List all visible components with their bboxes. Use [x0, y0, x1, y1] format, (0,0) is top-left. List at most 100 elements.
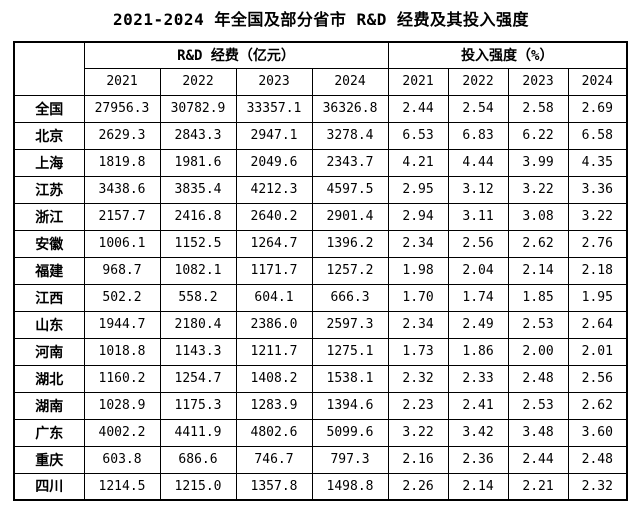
value-cell: 3.22: [387, 418, 449, 447]
value-cell: 2049.6: [235, 148, 313, 177]
value-cell: 2.54: [447, 94, 509, 123]
value-cell: 2.21: [507, 472, 569, 501]
value-cell: 1160.2: [83, 364, 161, 393]
value-cell: 2.56: [567, 364, 628, 393]
value-cell: 2.44: [387, 94, 449, 123]
table-row: 广东 4002.2 4411.9 4802.6 5099.6 3.22 3.42 3.48 3.…: [13, 418, 628, 447]
group-header-row: R&D 经费（亿元） 投入强度（%）: [13, 41, 628, 96]
value-cell: 1.95: [567, 283, 628, 312]
value-cell: 2.41: [447, 391, 509, 420]
value-cell: 3.36: [567, 175, 628, 204]
value-cell: 1819.8: [83, 148, 161, 177]
year-header: 2021: [387, 67, 449, 96]
value-cell: 4212.3: [235, 175, 313, 204]
value-cell: 2416.8: [159, 202, 237, 231]
value-cell: 2.53: [507, 391, 569, 420]
year-header-row: 2021 2022 2023 2024 2021 2022 2023 2024: [14, 67, 628, 96]
year-header: 2024: [311, 67, 389, 96]
value-cell: 3.08: [507, 202, 569, 231]
value-cell: 2.62: [567, 391, 628, 420]
table-row: 上海 1819.8 1981.6 2049.6 2343.7 4.21 4.44 3.99 4.…: [13, 148, 628, 177]
region-cell: 北京: [13, 121, 85, 150]
value-cell: 3.11: [447, 202, 509, 231]
region-cell: 广东: [13, 418, 85, 447]
value-cell: 1214.5: [83, 472, 161, 501]
value-cell: 4802.6: [235, 418, 313, 447]
year-header: 2022: [159, 67, 237, 96]
value-cell: 2.32: [567, 472, 628, 501]
value-cell: 3.22: [507, 175, 569, 204]
region-cell: 江西: [13, 283, 85, 312]
table-row: 湖北 1160.2 1254.7 1408.2 1538.1 2.32 2.33 2.48 2.…: [13, 364, 628, 393]
value-cell: 1981.6: [159, 148, 237, 177]
value-cell: 3.48: [507, 418, 569, 447]
value-cell: 2.34: [387, 229, 449, 258]
table-row: 江西 502.2 558.2 604.1 666.3 1.70 1.74 1.85 1.95: [13, 283, 628, 312]
value-cell: 2629.3: [83, 121, 161, 150]
value-cell: 1254.7: [159, 364, 237, 393]
value-cell: 2.58: [507, 94, 569, 123]
value-cell: 604.1: [235, 283, 313, 312]
value-cell: 2.23: [387, 391, 449, 420]
page-title: 2021-2024 年全国及部分省市 R&D 经费及其投入强度: [113, 10, 529, 29]
table-row: 浙江 2157.7 2416.8 2640.2 2901.4 2.94 3.11 3.08 3.…: [13, 202, 628, 231]
year-header: 2023: [235, 67, 313, 96]
value-cell: 1408.2: [235, 364, 313, 393]
year-header: 2021: [83, 67, 161, 96]
value-cell: 2597.3: [311, 310, 389, 339]
value-cell: 2.94: [387, 202, 449, 231]
value-cell: 3.60: [567, 418, 628, 447]
value-cell: 1283.9: [235, 391, 313, 420]
value-cell: 2.64: [567, 310, 628, 339]
value-cell: 6.22: [507, 121, 569, 150]
value-cell: 1175.3: [159, 391, 237, 420]
rd-expenditure-table: R&D 经费（亿元） 投入强度（%） 2021 2022 2023 2024 2…: [13, 41, 629, 501]
value-cell: 33357.1: [235, 94, 313, 123]
value-cell: 746.7: [235, 445, 313, 474]
value-cell: 2.34: [387, 310, 449, 339]
value-cell: 1.98: [387, 256, 449, 285]
table-row: 重庆 603.8 686.6 746.7 797.3 2.16 2.36 2.44 2.48: [13, 445, 628, 474]
region-cell: 福建: [13, 256, 85, 285]
value-cell: 1.86: [447, 337, 509, 366]
value-cell: 1394.6: [311, 391, 389, 420]
value-cell: 30782.9: [159, 94, 237, 123]
value-cell: 968.7: [83, 256, 161, 285]
table-row: 江苏 3438.6 3835.4 4212.3 4597.5 2.95 3.12 3.22 3.…: [13, 175, 628, 204]
value-cell: 36326.8: [311, 94, 389, 123]
value-cell: 1171.7: [235, 256, 313, 285]
value-cell: 3.22: [567, 202, 628, 231]
value-cell: 1357.8: [235, 472, 313, 501]
value-cell: 2.62: [507, 229, 569, 258]
table-row: 四川 1214.5 1215.0 1357.8 1498.8 2.26 2.14 2.21 2.…: [13, 472, 628, 501]
value-cell: 2157.7: [83, 202, 161, 231]
region-cell: 全国: [13, 94, 85, 123]
value-cell: 1152.5: [159, 229, 237, 258]
value-cell: 3438.6: [83, 175, 161, 204]
value-cell: 2.53: [507, 310, 569, 339]
table-row: 山东 1944.7 2180.4 2386.0 2597.3 2.34 2.49 2.53 2.…: [13, 310, 628, 339]
value-cell: 797.3: [311, 445, 389, 474]
group-header-funding: R&D 经费（亿元）: [83, 41, 389, 69]
value-cell: 2.14: [507, 256, 569, 285]
value-cell: 5099.6: [311, 418, 389, 447]
region-cell: 四川: [13, 472, 85, 501]
corner-cell: [13, 41, 85, 96]
value-cell: 4002.2: [83, 418, 161, 447]
value-cell: 2.00: [507, 337, 569, 366]
value-cell: 2.14: [447, 472, 509, 501]
value-cell: 4.44: [447, 148, 509, 177]
value-cell: 1.70: [387, 283, 449, 312]
value-cell: 2180.4: [159, 310, 237, 339]
table-body: 全国 27956.3 30782.9 33357.1 36326.8 2.44 2.54 2.…: [13, 94, 628, 501]
value-cell: 4.35: [567, 148, 628, 177]
value-cell: 666.3: [311, 283, 389, 312]
region-cell: 湖南: [13, 391, 85, 420]
table-row: 全国 27956.3 30782.9 33357.1 36326.8 2.44 2.54 2.…: [13, 94, 628, 123]
table-row: 河南 1018.8 1143.3 1211.7 1275.1 1.73 1.86 2.00 2.…: [13, 337, 628, 366]
value-cell: 2.49: [447, 310, 509, 339]
value-cell: 3.12: [447, 175, 509, 204]
value-cell: 558.2: [159, 283, 237, 312]
region-cell: 安徽: [13, 229, 85, 258]
value-cell: 2.04: [447, 256, 509, 285]
